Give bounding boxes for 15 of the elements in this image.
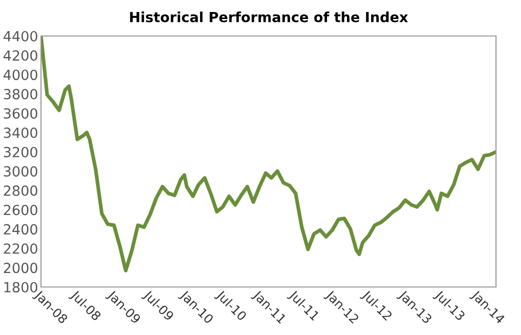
- y-tick-label: 2200: [4, 243, 38, 254]
- y-tick-label: 2400: [4, 224, 38, 235]
- y-tick-label: 1800: [4, 282, 38, 292]
- y-tick-label: 4400: [4, 30, 38, 42]
- y-tick-label: 3600: [4, 108, 38, 119]
- y-tick-label: 4000: [4, 70, 38, 80]
- y-tick-label: 3400: [4, 128, 38, 138]
- y-tick-label: 3800: [4, 88, 38, 100]
- y-tick-label: 2800: [4, 185, 38, 196]
- y-tick-label: 3200: [4, 146, 38, 158]
- y-tick-label: 2000: [4, 262, 38, 274]
- y-tick-label: 3000: [4, 166, 38, 177]
- chart-title: Historical Performance of the Index: [130, 12, 408, 22]
- y-tick-label: 4200: [4, 50, 38, 61]
- y-tick-label: 2600: [4, 204, 38, 216]
